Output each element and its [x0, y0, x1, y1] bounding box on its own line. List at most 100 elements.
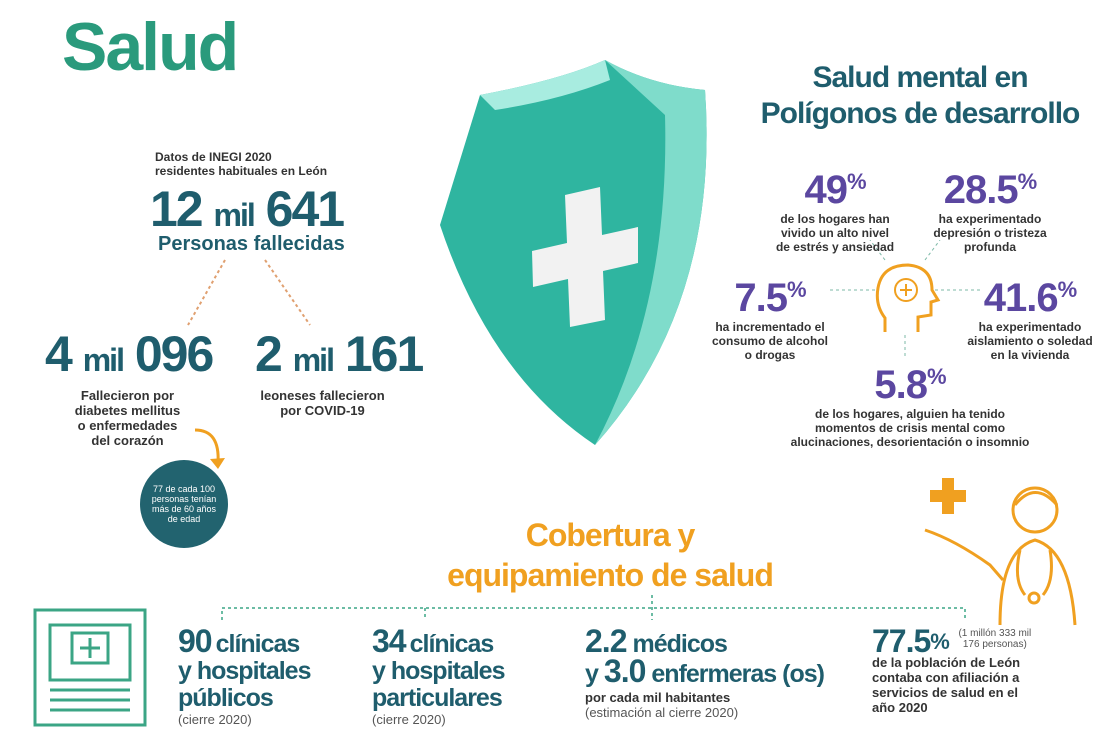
row: 34 clínicas	[372, 625, 505, 658]
source: Datos de INEGI 2020 residentes habituale…	[155, 150, 327, 178]
covid-text: leoneses fallecieron por COVID-19	[250, 388, 395, 418]
value: 41.6	[983, 276, 1059, 320]
text: enfermeras (os)	[651, 660, 825, 688]
total-label: Personas fallecidas	[158, 233, 345, 255]
line: de estrés y ansiedad	[775, 240, 895, 254]
line: de los hogares han	[780, 212, 890, 226]
row: 77.5% (1 millón 333 mil 176 personas)	[872, 625, 1072, 657]
line: equipamiento de salud	[447, 557, 774, 593]
text: médicos	[632, 630, 727, 658]
text: y hospitales	[372, 657, 505, 685]
note: (1 millón 333 mil 176 personas)	[958, 628, 1032, 650]
stat-value: 28.5%	[915, 160, 1065, 212]
line: Cobertura y	[525, 517, 696, 553]
line: leoneses fallecieron	[260, 388, 385, 403]
line: ha experimentado	[978, 320, 1082, 334]
unit: %	[1057, 277, 1078, 302]
line: Polígonos de desarrollo	[760, 97, 1081, 130]
line: o enfermedades	[77, 418, 178, 433]
value: 5.8	[874, 363, 928, 407]
note: 77 de cada 100 personas tenían más de 60…	[151, 484, 217, 524]
unit: %	[1017, 169, 1038, 194]
unit: mil	[82, 342, 125, 378]
line: depresión o tristeza	[933, 226, 1047, 240]
line: servicios de salud en el	[872, 685, 1018, 700]
line: alucinaciones, desorientación o insomnio	[790, 435, 1030, 449]
stat-text: de los hogares, alguien ha tenido momento…	[770, 407, 1050, 449]
source-line: Datos de INEGI 2020	[155, 150, 272, 164]
stat-text: ha experimentado aislamiento o soledad en …	[955, 320, 1103, 362]
unit: %	[787, 277, 807, 302]
diabetes-number: 4 mil 096	[45, 325, 214, 383]
title: Salud	[62, 9, 239, 85]
line: vivido un alto nivel	[780, 226, 890, 240]
num: 641	[265, 181, 345, 237]
mental-stat: 28.5% ha experimentado depresión o tristez…	[915, 160, 1065, 254]
coverage-item: 77.5% (1 millón 333 mil 176 personas) de l…	[872, 625, 1072, 715]
sub: por cada mil habitantes	[585, 690, 731, 705]
mental-stat: 5.8% de los hogares, alguien ha tenido mom…	[770, 355, 1050, 449]
unit: %	[846, 169, 867, 194]
unit: %	[930, 629, 950, 654]
num: 4	[45, 326, 73, 382]
hospital-icon	[33, 608, 147, 727]
coverage-item: 2.2 médicos y 3.0 enfermeras (os) por cada mi…	[585, 625, 825, 720]
stat-text: de los hogares han vivido un alto nivel de…	[760, 212, 910, 254]
text: clínicas	[409, 630, 495, 658]
value: 49	[804, 168, 847, 212]
stat-text: ha experimentado depresión o tristeza prof…	[915, 212, 1065, 254]
line: en la vivienda	[990, 348, 1070, 362]
number: 3.0	[603, 653, 646, 689]
number: 34	[372, 623, 407, 659]
line: ha experimentado	[938, 212, 1042, 226]
value: 7.5	[734, 276, 788, 320]
row: y 3.0 enfermeras (os)	[585, 655, 825, 688]
line: por COVID-19	[280, 403, 365, 418]
mental-stat: 49% de los hogares han vivido un alto nive…	[760, 160, 910, 254]
num: 12	[150, 181, 204, 237]
line: contaba con afiliación a	[872, 670, 1020, 685]
number: 90	[178, 623, 213, 659]
text: clínicas	[215, 630, 301, 658]
stat-value: 7.5%	[700, 268, 840, 320]
value: 28.5	[943, 168, 1019, 212]
text: y hospitales	[178, 657, 311, 685]
total: 12 mil 641	[150, 180, 345, 238]
diabetes-text: Fallecieron por diabetes mellitus o enfe…	[55, 388, 200, 448]
arrow	[194, 428, 225, 469]
connectors	[187, 259, 311, 326]
num: 2	[255, 326, 283, 382]
stat-text: ha incrementado el consumo de alcohol o dr…	[700, 320, 840, 362]
unit: %	[927, 364, 947, 389]
unit: mil	[213, 197, 256, 233]
line: del corazón	[91, 433, 164, 448]
unit: mil	[292, 342, 335, 378]
note: (estimación al cierre 2020)	[585, 705, 739, 720]
line: diabetes mellitus	[74, 403, 181, 418]
coverage-title: Cobertura y equipamiento de salud	[400, 515, 820, 595]
doctor-icon	[924, 478, 1077, 626]
line: ha incrementado el	[715, 320, 825, 334]
stat-value: 5.8%	[770, 355, 1050, 407]
mental-stat: 7.5% ha incrementado el consumo de alcohol…	[700, 268, 840, 362]
line: o drogas	[744, 348, 796, 362]
note: (cierre 2020)	[372, 712, 446, 727]
line: momentos de crisis mental como	[814, 421, 1006, 435]
row: 2.2 médicos	[585, 625, 824, 658]
coverage-item: 90 clínicas y hospitales públicos (cierre 20…	[178, 625, 311, 727]
note-circle: 77 de cada 100 personas tenían más de 60…	[140, 460, 228, 548]
text: y	[585, 660, 599, 688]
text: de la población de León contaba con afili…	[872, 655, 1072, 715]
line: de la población de León	[872, 655, 1021, 670]
coverage-connectors	[221, 595, 966, 620]
stat-value: 41.6%	[955, 268, 1103, 320]
line: consumo de alcohol	[711, 334, 828, 348]
coverage-item: 34 clínicas y hospitales particulares (cierr…	[372, 625, 505, 727]
line: aislamiento o soledad	[967, 334, 1093, 348]
covid-number: 2 mil 161	[255, 325, 424, 383]
mental-title: Salud mental en Polígonos de desarrollo	[750, 60, 1090, 132]
num: 096	[134, 326, 214, 382]
row: 90 clínicas	[178, 625, 311, 658]
number: 2.2	[585, 623, 627, 659]
